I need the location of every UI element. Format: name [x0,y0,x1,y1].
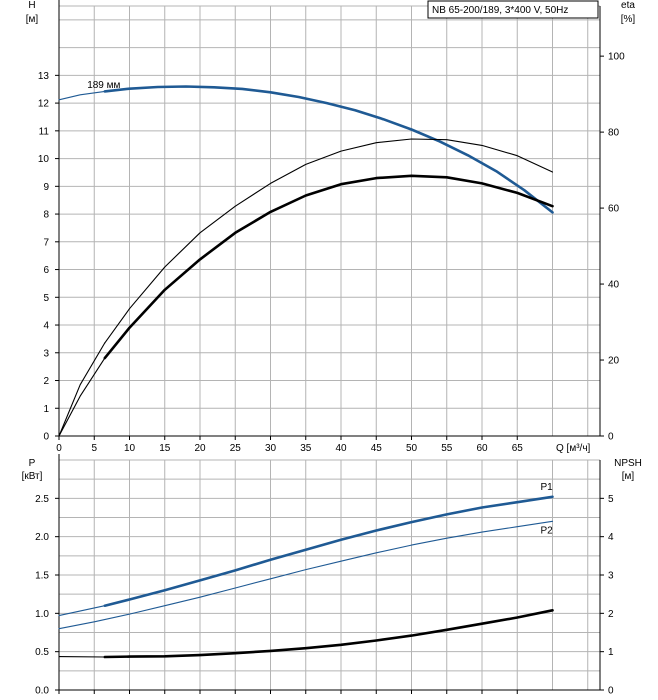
left-tick-label: 0 [43,432,49,443]
x-tick-label: 20 [194,443,206,454]
left-tick-label: 0.5 [35,647,49,658]
left-tick-label: 8 [43,210,49,221]
right-tick-label: 100 [608,52,625,63]
left-tick-label: 13 [38,71,50,82]
right-axis: eta [%] 0 20 40 60 80 100 [600,0,635,443]
series-line-p1 [58,605,106,617]
right-tick-label: 2 [608,609,614,620]
series-line [103,608,554,659]
series: P1 P2 [58,482,554,659]
left-tick-label: 6 [43,265,49,276]
x-tick-label: 0 [56,443,62,454]
right-axis-unit: [м] [622,471,635,482]
right-tick-label: 80 [608,128,620,139]
left-axis-unit: [кВт] [22,471,43,482]
x-tick-label: 35 [300,443,312,454]
series-line [58,90,106,101]
left-tick-label: 3 [43,348,49,359]
right-tick-label: 40 [608,280,620,291]
right-tick-label: 0 [608,432,614,443]
x-axis [58,690,518,694]
left-tick-label: 1 [43,404,49,415]
axes [58,454,601,691]
series-line [58,357,106,437]
right-tick-label: 60 [608,204,620,215]
series-line [103,174,554,360]
x-tick-label: 15 [159,443,171,454]
left-tick-label: 2 [43,376,49,387]
curve-annotation: 189 мм [87,80,120,91]
right-tick-label: 5 [608,494,614,505]
left-tick-label: 2.5 [35,494,49,505]
left-tick-label: 1.5 [35,571,49,582]
x-tick-label: 45 [371,443,383,454]
left-axis-title: P [29,458,36,469]
left-tick-label: 5 [43,293,49,304]
left-axis: P [кВт] 0.0 0.5 1.0 1.5 2.0 2.5 [22,458,59,697]
right-tick-label: 4 [608,532,614,543]
right-tick-label: 1 [608,647,614,658]
x-tick-label: 55 [441,443,453,454]
right-axis-title: eta [621,0,635,11]
left-tick-label: 7 [43,237,49,248]
left-tick-label: 9 [43,182,49,193]
x-tick-label: 10 [124,443,136,454]
grid [58,5,601,437]
model-title-frame [427,0,599,19]
x-axis-label: Q [м³/ч] [556,443,591,454]
model-title-box: NB 65-200/189, 3*400 V, 50Hz [427,0,599,19]
left-axis-title: H [28,0,35,11]
upper-panel: H[м]012345678910111213eta[%]020406080100… [26,0,635,454]
x-tick-label: 40 [335,443,347,454]
left-tick-label: 10 [38,154,50,165]
left-axis-unit: [м] [26,14,39,25]
series-line-p2 [58,520,554,630]
left-tick-label: 2.0 [35,532,49,543]
series-line [58,342,106,437]
series [58,85,554,437]
series-label-p1: P1 [541,482,554,493]
x-axis: 0 5 10 15 20 25 30 35 40 45 50 55 60 65 Q [м³/ч] [56,436,591,454]
x-tick-label: 50 [406,443,418,454]
right-axis-unit: [%] [621,14,636,25]
series-line-p1 [103,495,554,608]
left-tick-label: 12 [38,99,50,110]
right-tick-label: 20 [608,356,620,367]
right-axis-title: NPSH [614,458,642,469]
series-line [104,138,554,344]
right-tick-label: 3 [608,571,614,582]
series-line [103,85,554,214]
left-tick-label: 0.0 [35,686,49,697]
x-tick-label: 65 [512,443,524,454]
lower-panel: P[кВт]0.00.51.01.52.02.5NPSH[м]012345P1P… [22,454,642,697]
x-tick-label: 25 [230,443,242,454]
left-tick-label: 1.0 [35,609,49,620]
left-tick-label: 11 [39,126,50,137]
right-tick-label: 0 [608,686,614,697]
left-tick-label: 4 [43,321,49,332]
model-title: NB 65-200/189, 3*400 V, 50Hz [432,5,568,16]
right-axis: NPSH [м] 0 1 2 3 4 5 [600,458,642,697]
x-tick-label: 30 [265,443,277,454]
axes [58,0,601,437]
series-label-p2: P2 [541,525,554,536]
x-tick-label: 5 [91,443,97,454]
x-tick-label: 60 [476,443,488,454]
